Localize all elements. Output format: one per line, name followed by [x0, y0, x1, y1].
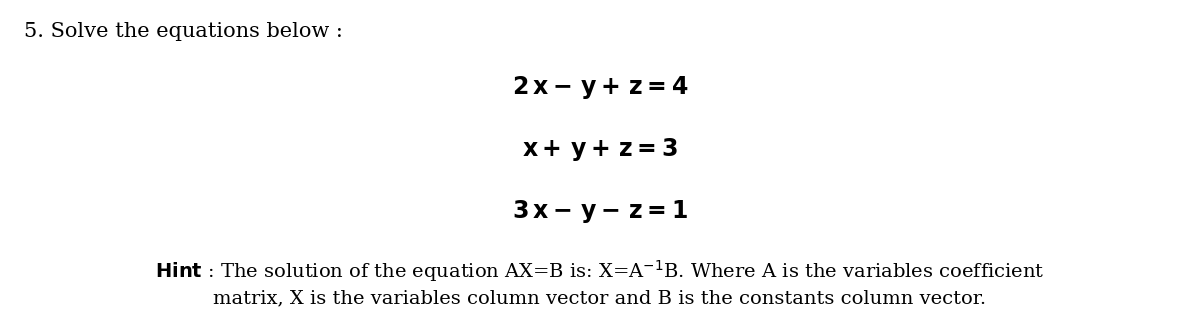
- Text: $\mathbf{x+\,y+\,z=3}$: $\mathbf{x+\,y+\,z=3}$: [522, 136, 678, 163]
- Text: $\mathbf{3\,x-\,y-\,z=1}$: $\mathbf{3\,x-\,y-\,z=1}$: [512, 198, 688, 225]
- Text: 5. Solve the equations below :: 5. Solve the equations below :: [24, 22, 343, 41]
- Text: $\mathbf{2\,x-\,y+\,z=4}$: $\mathbf{2\,x-\,y+\,z=4}$: [511, 74, 689, 100]
- Text: $\mathbf{Hint}$ : The solution of the equation AX=B is: X=A$^{-1}$B. Where A is : $\mathbf{Hint}$ : The solution of the eq…: [155, 258, 1045, 284]
- Text: matrix, X is the variables column vector and B is the constants column vector.: matrix, X is the variables column vector…: [214, 290, 986, 308]
